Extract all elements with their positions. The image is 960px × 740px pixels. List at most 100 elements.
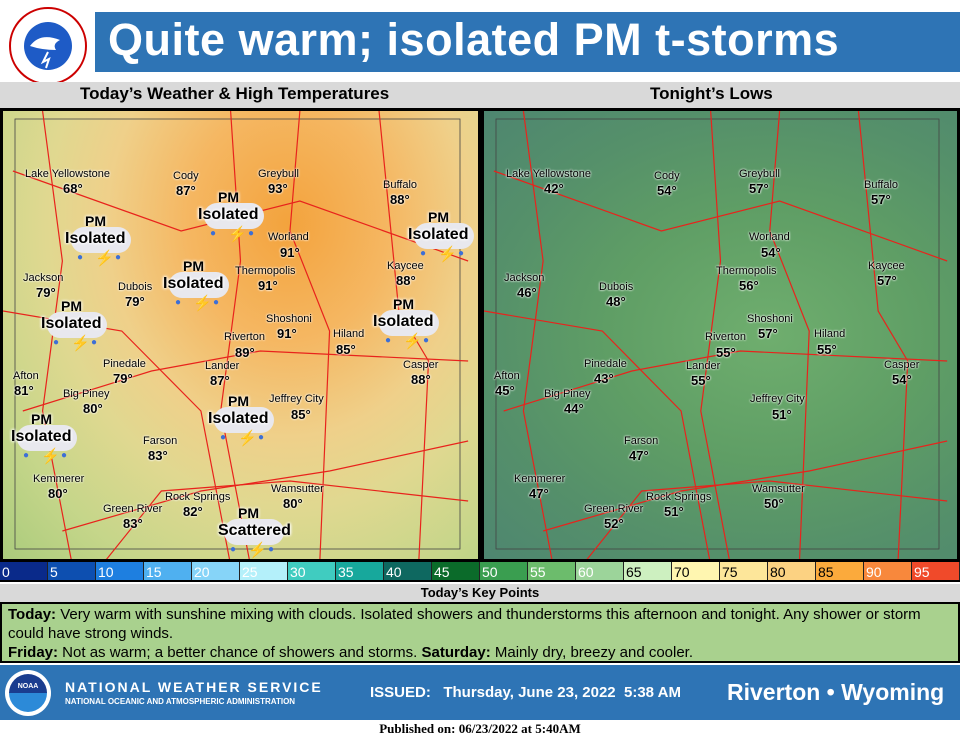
today-text: Very warm with sunshine mixing with clou… <box>8 606 921 642</box>
low-temp: 47° <box>529 486 549 501</box>
storm-coverage: Isolated <box>41 315 102 332</box>
high-temp: 88° <box>396 273 416 288</box>
published-time: Published on: 06/23/2022 at 5:40AM <box>379 721 581 736</box>
high-temp: 93° <box>268 181 288 196</box>
low-temp: 54° <box>761 245 781 260</box>
cloud-icon <box>379 310 439 336</box>
lightning-icon: ⚡ <box>71 335 90 352</box>
cloud-icon <box>71 227 131 253</box>
nws-logo <box>9 7 87 85</box>
raindrop-icon: ● <box>91 337 98 348</box>
city-name: Worland <box>749 231 790 243</box>
raindrop-icon: ● <box>115 252 122 263</box>
raindrop-icon: ● <box>423 335 430 346</box>
city-name: Buffalo <box>864 179 899 191</box>
city-name: Shoshoni <box>266 313 312 325</box>
raindrop-icon: ● <box>210 228 217 239</box>
thunderstorm-icon: PM Scattered ⚡ ● ● <box>218 505 294 559</box>
saturday-text: Mainly dry, breezy and cooler. <box>490 644 694 661</box>
storm-time: PM <box>228 393 249 409</box>
city-name: Jackson <box>504 272 545 284</box>
storm-time: PM <box>61 298 82 314</box>
legend-swatch: 65 <box>624 562 672 580</box>
lightning-icon: ⚡ <box>228 226 247 243</box>
low-temp: 57° <box>871 192 891 207</box>
lightning-icon: ⚡ <box>238 430 257 447</box>
header: Quite warm; isolated PM t-storms <box>0 0 960 85</box>
city-name: Hiland <box>814 328 846 340</box>
footer: NOAA NATIONAL WEATHER SERVICE NATIONAL O… <box>0 665 960 720</box>
city-name: Jeffrey City <box>750 393 805 405</box>
city-name: Dubois <box>118 281 153 293</box>
raindrop-icon: ● <box>220 432 227 443</box>
panel-title-bar <box>0 82 960 108</box>
lightning-icon: ⚡ <box>403 333 422 350</box>
storm-time: PM <box>238 505 259 521</box>
raindrop-icon: ● <box>420 248 427 259</box>
low-temp: 57° <box>877 273 897 288</box>
city-name: Big Piney <box>544 388 591 400</box>
thunderstorm-icon: PM Isolated ⚡ ● ● <box>198 189 274 247</box>
cloud-icon <box>204 203 264 229</box>
thunderstorm-icon: PM Isolated ⚡ ● ● <box>208 393 284 451</box>
storm-coverage: Isolated <box>163 275 224 292</box>
page-title: Quite warm; isolated PM t-storms <box>108 14 840 65</box>
high-temperature-map: Lake Yellowstone 68° Cody 87° Greybull 93° Buf… <box>0 108 481 562</box>
low-temp: 57° <box>758 326 778 341</box>
legend-swatch: 45 <box>432 562 480 580</box>
city-name: Lake Yellowstone <box>506 168 592 180</box>
storm-coverage: Isolated <box>408 226 469 243</box>
low-temp: 42° <box>544 181 564 196</box>
low-temp: 54° <box>892 372 912 387</box>
high-temp: 87° <box>176 183 196 198</box>
city-name: Farson <box>143 435 178 447</box>
high-temp: 79° <box>125 294 145 309</box>
thunderstorm-icon: PM Isolated ⚡ ● ● <box>41 298 117 356</box>
city-name: Lake Yellowstone <box>25 168 111 180</box>
lightning-icon: ⚡ <box>193 295 212 312</box>
low-temp: 51° <box>772 407 792 422</box>
office-location: Riverton • Wyoming <box>727 679 945 705</box>
city-name: Casper <box>403 359 439 371</box>
right-panel-title: Tonight’s Lows <box>650 84 773 103</box>
city-name: Jeffrey City <box>269 393 324 405</box>
raindrop-icon: ● <box>61 450 68 461</box>
low-temp: 50° <box>764 496 784 511</box>
low-temp: 47° <box>629 448 649 463</box>
high-temp: 68° <box>63 181 83 196</box>
key-points-text: Today: Very warm with sunshine mixing wi… <box>0 602 960 663</box>
thunderstorm-icon: PM Isolated ⚡ ● ● <box>65 213 141 271</box>
raindrop-icon: ● <box>258 432 265 443</box>
low-temp: 45° <box>495 383 515 398</box>
org-name: NATIONAL WEATHER SERVICE <box>65 679 323 695</box>
cloud-icon <box>17 425 77 451</box>
cloud-icon <box>224 519 284 545</box>
low-temp: 55° <box>691 373 711 388</box>
high-temp: 91° <box>280 245 300 260</box>
city-name: Thermopolis <box>235 265 296 277</box>
raindrop-icon: ● <box>230 544 237 555</box>
city-name: Buffalo <box>383 179 418 191</box>
noaa-logo: NOAA <box>5 670 51 716</box>
raindrop-icon: ● <box>458 248 465 259</box>
org-subname: NATIONAL OCEANIC AND ATMOSPHERIC ADMINIS… <box>65 697 296 706</box>
high-temp: 83° <box>123 516 143 531</box>
lightning-icon: ⚡ <box>438 246 457 263</box>
low-temp: 56° <box>739 278 759 293</box>
raindrop-icon: ● <box>385 335 392 346</box>
storm-time: PM <box>428 209 449 225</box>
city-name: Cody <box>654 170 680 182</box>
high-temp: 85° <box>291 407 311 422</box>
legend-swatch: 90 <box>864 562 912 580</box>
raindrop-icon: ● <box>53 337 60 348</box>
city-name: Jackson <box>23 272 64 284</box>
storm-time: PM <box>31 411 52 427</box>
city-name: Dubois <box>599 281 634 293</box>
cloud-icon <box>169 272 229 298</box>
storm-coverage: Isolated <box>373 313 434 330</box>
high-temp: 80° <box>283 496 303 511</box>
high-temp: 89° <box>235 345 255 360</box>
low-temp: 48° <box>606 294 626 309</box>
high-temp: 82° <box>183 504 203 519</box>
city-name: Kemmerer <box>33 473 85 485</box>
